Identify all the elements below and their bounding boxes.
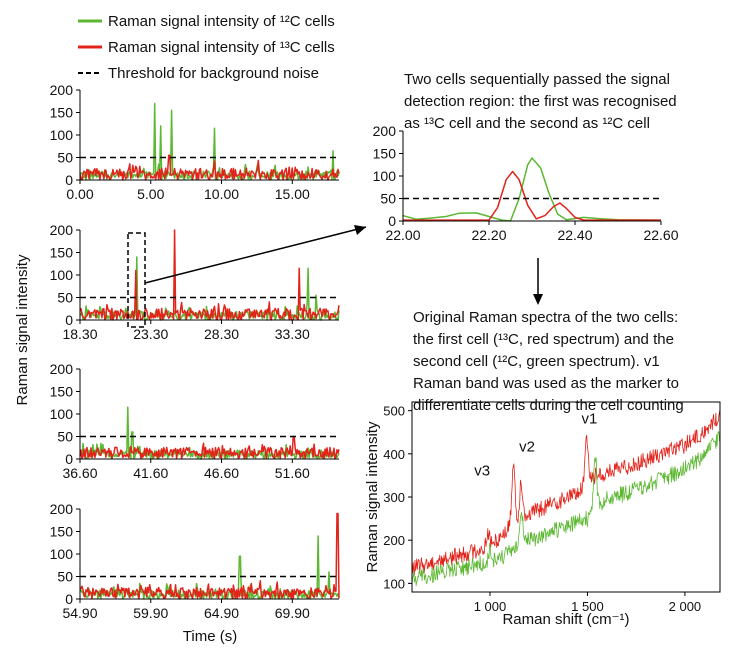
y-tick-label: 100 <box>50 406 74 422</box>
legend: Raman signal intensity of ¹²C cells Rama… <box>78 13 335 82</box>
x-tick-label: 59.90 <box>133 605 168 621</box>
y-tick-label: 100 <box>50 267 74 283</box>
x-tick-label: 1 000 <box>474 599 507 614</box>
x-tick-label: 18.30 <box>62 326 97 342</box>
bottom-annotation-line-2: the first cell (¹³C, red spectrum) and t… <box>413 331 674 348</box>
red-series-line <box>79 435 340 460</box>
top-annotation-line-1: Two cells sequentially passed the signal <box>404 71 670 88</box>
time-series-panel-3: 0 50 100 150 200 36.60 41.60 46.60 51.60 <box>50 361 340 481</box>
spectra-y-axis-title: Raman signal intensity <box>364 421 381 572</box>
time-series-x-axis-title: Time (s) <box>183 628 237 645</box>
raman-spectra-panel: 100 200 300 400 500 1 000 1 500 2 000 Raman sign… <box>364 401 721 628</box>
red-series-line <box>403 170 661 221</box>
band-label-v2: v2 <box>519 439 535 456</box>
x-tick-label: 41.60 <box>133 465 168 481</box>
red-series-line <box>79 154 340 181</box>
zoom-arrow <box>144 226 367 284</box>
green-series-line <box>411 431 721 587</box>
top-annotation: Two cells sequentially passed the signal… <box>404 71 677 132</box>
down-arrow-head <box>533 294 543 305</box>
y-tick-label: 150 <box>373 146 397 162</box>
green-series-line <box>79 102 340 181</box>
x-tick-label: 22.60 <box>643 227 678 243</box>
y-tick-label: 200 <box>50 361 74 377</box>
x-tick-label: 33.30 <box>275 326 310 342</box>
zoom-panel: 0 50 100 150 200 22.00 22.20 22.40 22.60 <box>373 123 679 243</box>
x-tick-label: 46.60 <box>204 465 239 481</box>
y-tick-label: 200 <box>383 533 405 548</box>
x-tick-label: 10.00 <box>204 186 239 202</box>
x-tick-label: 22.20 <box>471 227 506 243</box>
y-tick-label: 150 <box>50 105 74 121</box>
y-tick-label: 150 <box>50 384 74 400</box>
x-tick-label: 64.90 <box>204 605 239 621</box>
band-label-v3: v3 <box>474 462 490 479</box>
y-tick-label: 50 <box>57 569 73 585</box>
x-tick-label: 36.60 <box>62 465 97 481</box>
top-annotation-line-3: as ¹³C cell and the second as ¹²C cell <box>404 115 650 132</box>
bottom-annotation-line-1: Original Raman spectra of the two cells: <box>413 309 678 326</box>
x-tick-label: 69.90 <box>275 605 310 621</box>
time-series-y-axis-title: Raman signal intensity <box>14 254 31 405</box>
y-tick-label: 200 <box>50 222 74 238</box>
x-tick-label: 0.00 <box>66 186 93 202</box>
time-series-panel-1: 0 50 100 150 200 0.00 5.00 10.00 15.00 <box>50 82 340 202</box>
selection-box <box>127 232 146 328</box>
legend-green-label: Raman signal intensity of ¹²C cells <box>108 13 335 30</box>
y-tick-label: 0 <box>65 312 73 328</box>
y-tick-label: 200 <box>50 501 74 517</box>
y-tick-label: 150 <box>50 245 74 261</box>
red-series-line <box>79 229 340 321</box>
x-tick-label: 22.40 <box>557 227 592 243</box>
bottom-annotation-line-5: differentiate cells during the cell coun… <box>413 397 684 414</box>
red-series-line <box>79 512 340 600</box>
y-tick-label: 100 <box>383 576 405 591</box>
green-series-line <box>402 157 662 222</box>
spectra-x-axis-title: Raman shift (cm⁻¹) <box>502 611 629 628</box>
y-tick-label: 150 <box>50 524 74 540</box>
time-series-panel-2: 0 50 100 150 200 18.30 23.30 28.30 33.30 <box>50 222 340 342</box>
x-tick-label: 51.60 <box>275 465 310 481</box>
x-tick-label: 23.30 <box>133 326 168 342</box>
y-tick-label: 0 <box>388 213 396 229</box>
x-tick-label: 28.30 <box>204 326 239 342</box>
y-tick-label: 50 <box>57 150 73 166</box>
band-label-v1: v1 <box>581 411 597 428</box>
x-tick-label: 1 500 <box>571 599 604 614</box>
y-tick-label: 0 <box>65 172 73 188</box>
plot-frame <box>411 401 721 593</box>
legend-red-label: Raman signal intensity of ¹³C cells <box>108 39 335 56</box>
x-tick-label: 22.00 <box>385 227 420 243</box>
bottom-annotation-line-4: Raman band was used as the marker to <box>413 375 679 392</box>
y-tick-label: 50 <box>57 429 73 445</box>
x-tick-label: 5.00 <box>137 186 164 202</box>
top-annotation-line-2: detection region: the first was recognis… <box>404 93 677 110</box>
red-series-line <box>411 409 721 576</box>
y-tick-label: 100 <box>50 127 74 143</box>
y-tick-label: 200 <box>373 123 397 139</box>
y-tick-label: 100 <box>373 168 397 184</box>
y-tick-label: 100 <box>50 546 74 562</box>
y-tick-label: 0 <box>65 451 73 467</box>
y-tick-label: 300 <box>383 490 405 505</box>
y-tick-label: 50 <box>380 191 396 207</box>
y-tick-label: 500 <box>383 404 405 419</box>
legend-threshold-label: Threshold for background noise <box>108 65 319 82</box>
y-tick-label: 200 <box>50 82 74 98</box>
x-tick-label: 54.90 <box>62 605 97 621</box>
x-tick-label: 2 000 <box>669 599 702 614</box>
zoom-arrow-head <box>354 225 366 235</box>
time-series-panel-4: 0 50 100 150 200 54.90 59.90 64.90 69.90 <box>50 501 340 621</box>
y-tick-label: 0 <box>65 591 73 607</box>
bottom-annotation-line-3: second cell (¹²C, green spectrum). v1 <box>413 353 660 370</box>
bottom-annotation: Original Raman spectra of the two cells:… <box>413 309 684 414</box>
y-tick-label: 400 <box>383 447 405 462</box>
y-tick-label: 50 <box>57 290 73 306</box>
x-tick-label: 15.00 <box>275 186 310 202</box>
